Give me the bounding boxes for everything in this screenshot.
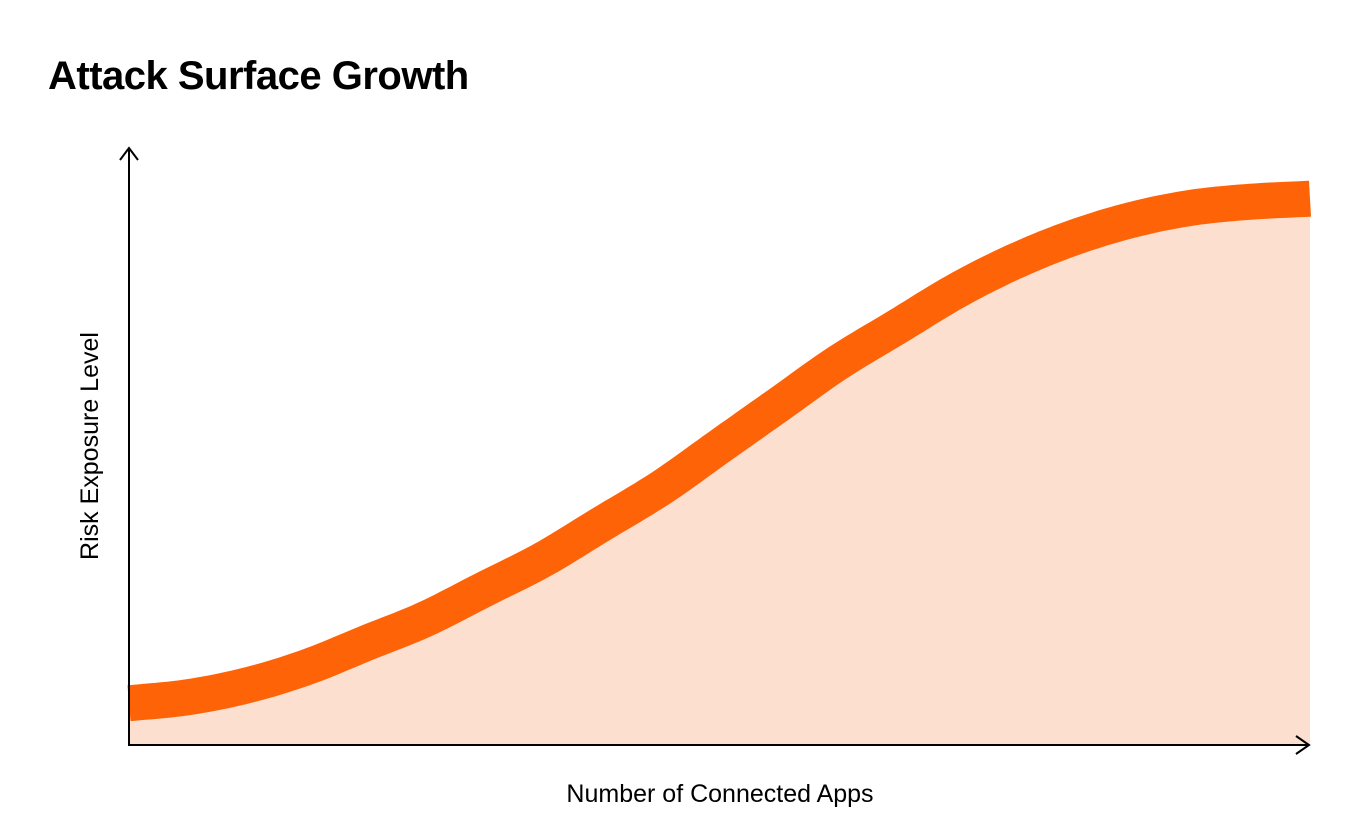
risk-area-fill [129,198,1310,745]
y-axis-label: Risk Exposure Level [76,332,104,560]
chart-title: Attack Surface Growth [48,54,469,98]
x-axis-arrowhead [1295,735,1311,755]
risk-curve-line [114,180,1325,722]
x-axis-label: Number of Connected Apps [566,780,874,808]
y-axis-arrowhead [119,146,139,161]
